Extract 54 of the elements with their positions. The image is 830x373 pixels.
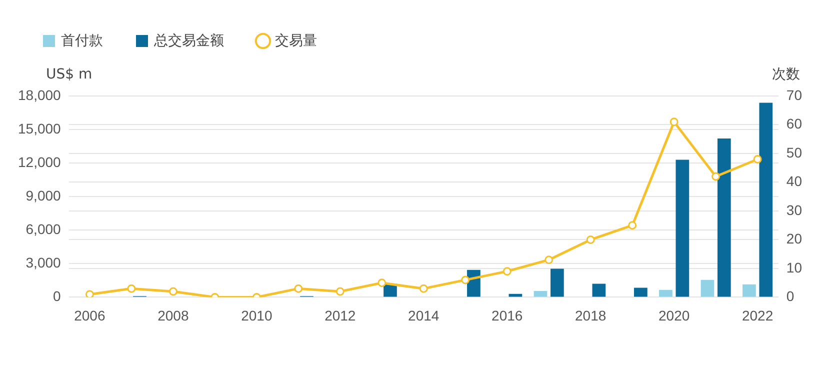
point	[586, 235, 595, 244]
x-tick-label: 2010	[241, 307, 272, 324]
y2-tick-label: 30	[786, 202, 802, 218]
x-tick-label: 2006	[74, 307, 106, 324]
point	[419, 284, 428, 293]
bar	[742, 284, 756, 297]
y-tick-label: 0	[53, 288, 62, 304]
y2-tick-label: 60	[786, 116, 802, 132]
y-axis-title: US$ m	[46, 66, 92, 83]
point	[85, 290, 94, 298]
bar	[700, 280, 714, 297]
point	[712, 172, 720, 181]
bar	[634, 288, 648, 297]
bar	[759, 102, 773, 297]
x-tick-label: 2012	[324, 307, 356, 324]
y2-tick-label: 0	[786, 288, 794, 304]
bar	[717, 138, 731, 297]
legend-label: 交易量	[275, 32, 317, 48]
y2-tick-label: 50	[786, 144, 802, 160]
y2-axis-title: 次数	[772, 66, 800, 83]
point	[378, 278, 386, 288]
y-tick-label: 3,000	[26, 254, 62, 271]
y-tick-label: 15,000	[18, 120, 62, 136]
bar	[550, 268, 564, 297]
y-tick-label: 9,000	[26, 187, 62, 204]
y2-tick-label: 20	[786, 230, 802, 247]
x-tick-label: 2020	[658, 307, 690, 324]
x-tick-label: 2008	[158, 307, 189, 324]
point	[753, 154, 762, 164]
x-tick-label: 2022	[742, 307, 774, 324]
point	[336, 287, 344, 296]
bar	[659, 290, 672, 297]
bar	[534, 291, 548, 297]
point	[544, 256, 554, 264]
legend-label: 首付款	[61, 32, 103, 48]
y2-tick-label: 10	[786, 259, 802, 276]
point	[294, 284, 303, 293]
y2-tick-label: 70	[786, 86, 802, 103]
x-tick-label: 2018	[575, 307, 606, 324]
point	[168, 287, 178, 296]
x-tick-label: 2016	[492, 307, 523, 324]
point	[127, 284, 136, 293]
point	[670, 118, 678, 126]
x-tick-label: 2014	[408, 307, 440, 324]
bar	[592, 284, 606, 297]
legend-label: 总交易金额	[153, 32, 224, 48]
point	[502, 267, 512, 276]
y-tick-label: 6,000	[26, 220, 62, 237]
y-tick-label: 12,000	[18, 154, 62, 170]
point	[628, 221, 637, 230]
bar	[676, 160, 690, 297]
y2-tick-label: 40	[786, 173, 802, 190]
point	[461, 276, 470, 284]
y-tick-label: 18,000	[18, 86, 62, 103]
